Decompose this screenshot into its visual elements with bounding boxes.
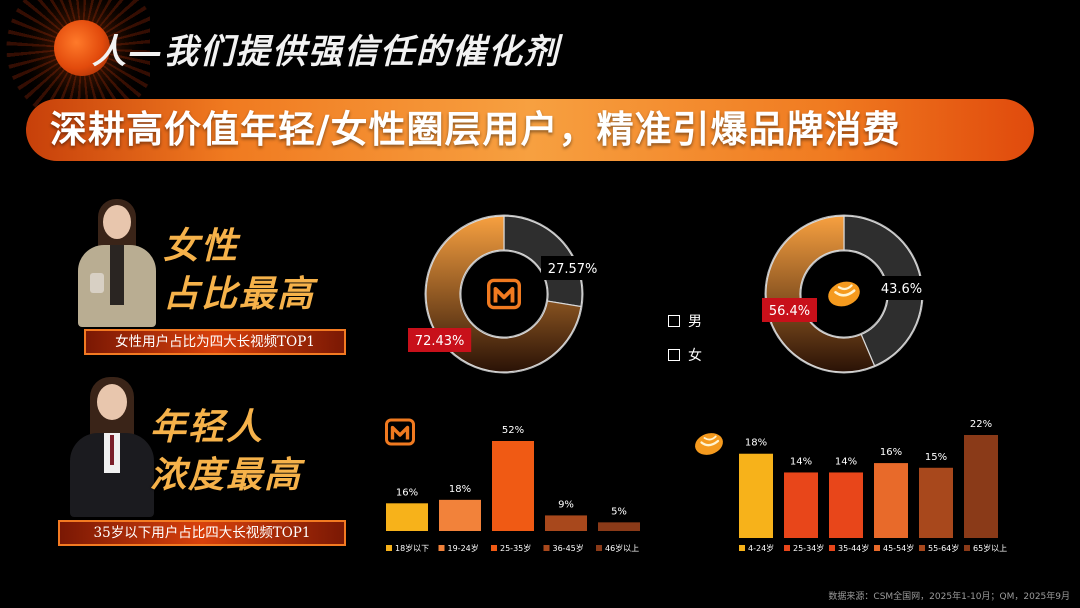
donut-slice-female <box>765 215 876 373</box>
legend-male: 男 <box>668 311 702 331</box>
headline: 深耕高价值年轻/女性圈层用户，精准引爆品牌消费 <box>50 108 901 151</box>
bar-1 <box>386 503 428 531</box>
legend-swatch-2 <box>438 545 445 551</box>
bar-6 <box>964 435 998 538</box>
woman-photo-female <box>72 195 162 327</box>
legend-swatch-5 <box>919 545 925 551</box>
donut-label-female: 72.43% <box>415 334 465 349</box>
young-title-line2: 浓度最高 <box>150 454 303 496</box>
legend-swatch-4 <box>543 545 550 551</box>
headline-banner <box>26 99 1034 161</box>
bar-label-6: 22% <box>970 419 992 430</box>
young-title: 年轻人 浓度最高 <box>150 403 340 499</box>
donut-label-female-bg <box>408 328 472 352</box>
bar-4 <box>874 463 908 538</box>
legend-male-label: 男 <box>688 314 702 330</box>
bar-label-4: 16% <box>880 447 902 458</box>
legend-label-2: 19-24岁 <box>448 543 479 553</box>
bar-label-1: 18% <box>745 438 767 449</box>
legend-swatch-1 <box>386 545 392 551</box>
legend-label-6: 65岁以上 <box>973 543 1007 553</box>
legend-male-swatch <box>668 315 680 327</box>
legend-swatch-3 <box>491 545 497 551</box>
donut-label-male: 27.57% <box>548 262 598 277</box>
legend-swatch-3 <box>829 545 835 551</box>
bar-2 <box>784 472 818 538</box>
young-title-line1: 年轻人 <box>150 406 265 448</box>
legend-female: 女 <box>668 345 702 365</box>
slogan: 人—我们提供强信任的催化剂 <box>92 32 560 72</box>
legend-label-1: 4-24岁 <box>748 543 774 553</box>
legend-swatch-5 <box>596 545 602 551</box>
female-title-line1: 女性 <box>163 225 240 267</box>
woman-photo-young <box>68 375 156 517</box>
donut-label-male-bg <box>874 276 929 300</box>
legend-label-4: 45-54岁 <box>883 543 914 553</box>
bar-label-3: 14% <box>835 456 857 467</box>
bar-chart-logo-1 <box>385 418 415 446</box>
bar-label-4: 9% <box>558 499 574 510</box>
sun-decoration <box>54 20 110 76</box>
legend-label-5: 55-64岁 <box>928 543 959 553</box>
donut-label-male: 43.6% <box>881 282 922 297</box>
bar-2 <box>439 499 481 531</box>
bar-4 <box>545 515 587 531</box>
donut-chart-bean: 43.6% 56.4% <box>762 214 929 374</box>
legend-swatch-6 <box>964 545 970 551</box>
legend-swatch-2 <box>784 545 790 551</box>
legend-label-5: 46岁以上 <box>605 543 639 553</box>
legend-label-1: 18岁以下 <box>395 543 429 553</box>
donut-label-female: 56.4% <box>769 304 810 319</box>
bar-label-5: 15% <box>925 452 947 463</box>
donut-label-male-bg <box>541 256 605 280</box>
bar-label-5: 5% <box>611 506 627 517</box>
data-source: 数据来源：CSM全国网，2025年1-10月；QM，2025年9月 <box>828 592 1070 602</box>
female-title: 女性 占比最高 <box>163 222 343 318</box>
legend-label-2: 25-34岁 <box>793 543 824 553</box>
bar-label-1: 16% <box>396 487 418 498</box>
bar-5 <box>919 467 953 538</box>
legend-label-4: 36-45岁 <box>553 543 584 553</box>
donut-label-female-bg <box>762 298 817 322</box>
legend-label-3: 25-35岁 <box>500 543 531 553</box>
legend-label-3: 35-44岁 <box>838 543 869 553</box>
bar-chart-bean-age: 18% 14% 14% 16% 15% 22% 4-24岁 25-34岁 35-44岁 45-54… <box>695 419 1007 553</box>
bar-5 <box>598 522 640 531</box>
legend-swatch-1 <box>739 545 745 551</box>
female-caption: 女性用户占比为四大长视频TOP1 <box>84 329 346 355</box>
bar-chart-logo-2 <box>695 433 723 455</box>
donut-slice-male <box>843 215 923 367</box>
legend-female-label: 女 <box>688 348 702 364</box>
bar-3 <box>492 441 534 531</box>
donut-logo-1 <box>487 278 522 310</box>
bar-label-2: 18% <box>449 484 471 495</box>
legend-swatch-4 <box>874 545 880 551</box>
donut-logo-2 <box>828 281 860 307</box>
bar-3 <box>829 472 863 538</box>
bar-label-2: 14% <box>790 456 812 467</box>
legend-female-swatch <box>668 349 680 361</box>
donut-chart-mango: 27.57% 72.43% <box>408 214 605 374</box>
bar-1 <box>739 453 773 538</box>
female-title-line2: 占比最高 <box>163 273 316 315</box>
young-caption: 35岁以下用户占比四大长视频TOP1 <box>58 520 346 546</box>
bar-label-3: 52% <box>502 425 524 436</box>
bar-chart-mango-age: 16% 18% 52% 9% 5% 18岁以下 19-24岁 25-35岁 36-45岁 46岁以… <box>385 418 640 553</box>
